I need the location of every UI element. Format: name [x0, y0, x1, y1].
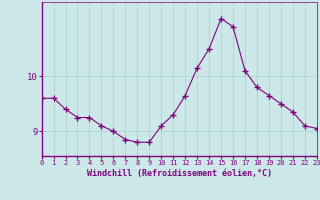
X-axis label: Windchill (Refroidissement éolien,°C): Windchill (Refroidissement éolien,°C) [87, 169, 272, 178]
